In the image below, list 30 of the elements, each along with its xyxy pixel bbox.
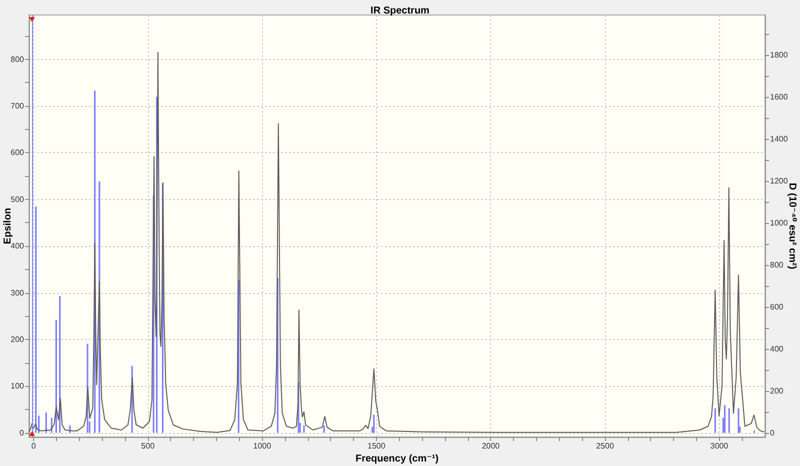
y2-tick-label: 1000: [770, 218, 788, 228]
y-tick-label: 0: [20, 428, 25, 438]
y2-tick-label: 400: [770, 344, 784, 354]
chart-title: IR Spectrum: [370, 6, 430, 16]
y-tick-label: 300: [10, 288, 25, 298]
x-tick-label: 3000: [710, 442, 729, 450]
y2-tick-label: 600: [770, 302, 784, 312]
y2-tick-label: 1400: [770, 134, 788, 144]
y2-tick-label: 1800: [770, 50, 788, 60]
y2-tick-label: 1600: [770, 92, 788, 102]
x-tick-label: 1500: [368, 442, 386, 450]
y-tick-label: 700: [10, 102, 25, 111]
x-tick-label: 2500: [596, 442, 614, 450]
x-tick-label: 500: [141, 442, 156, 450]
y-axis-title: Epsilon: [2, 208, 14, 244]
y2-axis-title: D (10⁻⁴⁰ esu² cm²): [786, 182, 798, 270]
x-tick-label: 1000: [253, 442, 272, 450]
y2-tick-label: 1200: [770, 176, 788, 186]
x-axis-title: Frequency (cm⁻¹): [355, 454, 439, 464]
y2-tick-label: 0: [770, 428, 775, 438]
y-tick-label: 600: [10, 148, 25, 158]
y-tick-label: 500: [10, 194, 25, 204]
y2-tick-label: 800: [770, 260, 784, 270]
x-tick-label: 0: [31, 442, 36, 450]
y-tick-label: 800: [10, 54, 25, 64]
y2-tick-label: 200: [770, 386, 784, 396]
y-tick-label: 400: [10, 242, 25, 251]
x-tick-label: 2000: [482, 442, 500, 450]
y-tick-label: 100: [10, 382, 25, 391]
y-tick-label: 200: [10, 334, 25, 344]
